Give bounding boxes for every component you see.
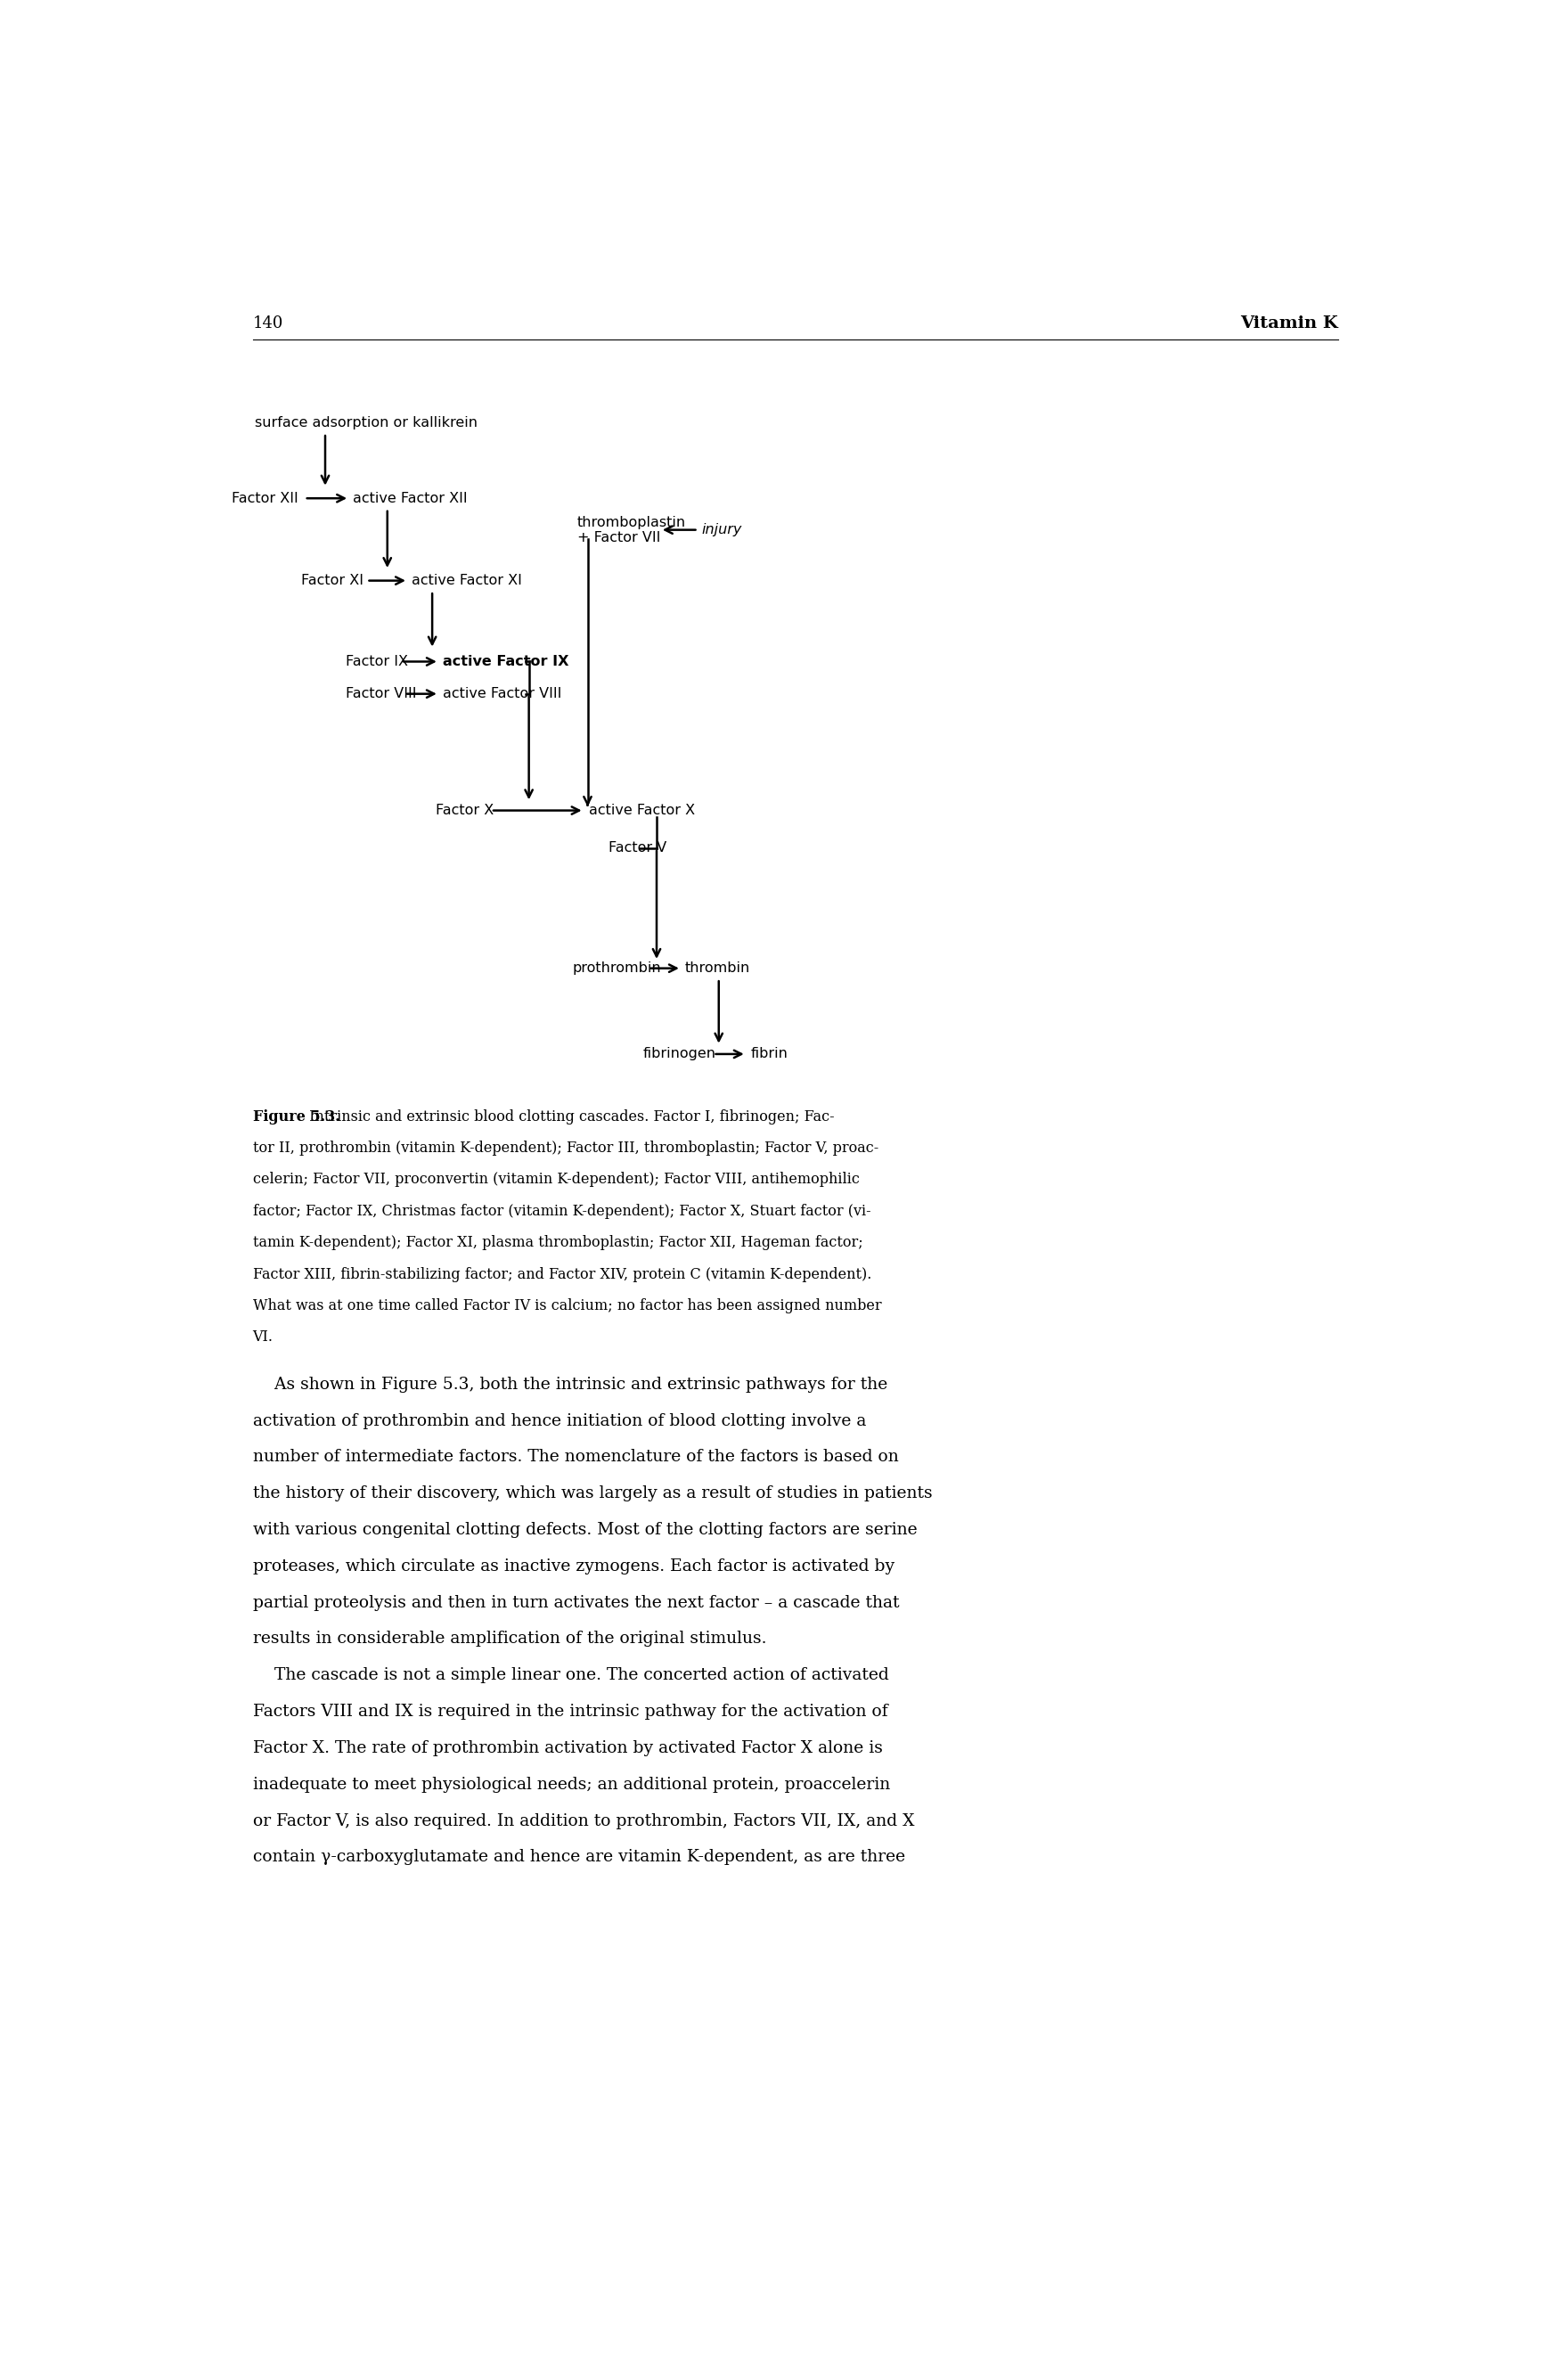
Text: inadequate to meet physiological needs; an additional protein, proaccelerin: inadequate to meet physiological needs; …	[253, 1775, 889, 1792]
Text: As shown in Figure 5.3, both the intrinsic and extrinsic pathways for the: As shown in Figure 5.3, both the intrins…	[253, 1376, 888, 1392]
Text: with various congenital clotting defects. Most of the clotting factors are serin: with various congenital clotting defects…	[253, 1521, 917, 1537]
Text: partial proteolysis and then in turn activates the next factor – a cascade that: partial proteolysis and then in turn act…	[253, 1595, 899, 1611]
Text: Factors VIII and IX is required in the intrinsic pathway for the activation of: Factors VIII and IX is required in the i…	[253, 1704, 888, 1721]
Text: fibrin: fibrin	[751, 1047, 788, 1061]
Text: contain γ-carboxyglutamate and hence are vitamin K-dependent, as are three: contain γ-carboxyglutamate and hence are…	[253, 1849, 905, 1866]
Text: number of intermediate factors. The nomenclature of the factors is based on: number of intermediate factors. The nome…	[253, 1449, 899, 1466]
Text: Factor X: Factor X	[436, 804, 494, 816]
Text: active Factor X: active Factor X	[588, 804, 695, 816]
Text: The cascade is not a simple linear one. The concerted action of activated: The cascade is not a simple linear one. …	[253, 1668, 889, 1683]
Text: or Factor V, is also required. In addition to prothrombin, Factors VII, IX, and : or Factor V, is also required. In additi…	[253, 1814, 914, 1828]
Text: activation of prothrombin and hence initiation of blood clotting involve a: activation of prothrombin and hence init…	[253, 1414, 866, 1428]
Text: Factor XII: Factor XII	[231, 493, 298, 505]
Text: Factor X. The rate of prothrombin activation by activated Factor X alone is: Factor X. The rate of prothrombin activa…	[253, 1740, 883, 1756]
Text: active Factor IX: active Factor IX	[442, 655, 568, 669]
Text: thrombin: thrombin	[684, 962, 750, 976]
Text: Factor XIII, fibrin-stabilizing factor; and Factor XIV, protein C (vitamin K-dep: Factor XIII, fibrin-stabilizing factor; …	[253, 1266, 871, 1283]
Text: thromboplastin: thromboplastin	[577, 516, 686, 528]
Text: Intrinsic and extrinsic blood clotting cascades. Factor I, fibrinogen; Fac-: Intrinsic and extrinsic blood clotting c…	[304, 1109, 833, 1123]
Text: Figure 5.3.: Figure 5.3.	[253, 1109, 340, 1123]
Text: active Factor VIII: active Factor VIII	[442, 688, 562, 700]
Text: fibrinogen: fibrinogen	[643, 1047, 715, 1061]
Text: Vitamin K: Vitamin K	[1240, 314, 1338, 331]
Text: proteases, which circulate as inactive zymogens. Each factor is activated by: proteases, which circulate as inactive z…	[253, 1559, 894, 1576]
Text: Factor XI: Factor XI	[301, 574, 363, 588]
Text: prothrombin: prothrombin	[573, 962, 661, 976]
Text: surface adsorption or kallikrein: surface adsorption or kallikrein	[255, 416, 478, 428]
Text: celerin; Factor VII, proconvertin (vitamin K-dependent); Factor VIII, antihemoph: celerin; Factor VII, proconvertin (vitam…	[253, 1171, 860, 1188]
Text: VI.: VI.	[253, 1330, 273, 1345]
Text: active Factor XII: active Factor XII	[352, 493, 467, 505]
Text: the history of their discovery, which was largely as a result of studies in pati: the history of their discovery, which wa…	[253, 1485, 933, 1502]
Text: factor; Factor IX, Christmas factor (vitamin K-dependent); Factor X, Stuart fact: factor; Factor IX, Christmas factor (vit…	[253, 1204, 871, 1219]
Text: 140: 140	[253, 314, 284, 331]
Text: results in considerable amplification of the original stimulus.: results in considerable amplification of…	[253, 1630, 767, 1647]
Text: + Factor VII: + Factor VII	[577, 531, 661, 545]
Text: tor II, prothrombin (vitamin K-dependent); Factor III, thromboplastin; Factor V,: tor II, prothrombin (vitamin K-dependent…	[253, 1140, 878, 1157]
Text: active Factor XI: active Factor XI	[411, 574, 521, 588]
Text: Factor VIII: Factor VIII	[346, 688, 417, 700]
Text: tamin K-dependent); Factor XI, plasma thromboplastin; Factor XII, Hageman factor: tamin K-dependent); Factor XI, plasma th…	[253, 1235, 863, 1250]
Text: injury: injury	[702, 524, 742, 536]
Text: What was at one time called Factor IV is calcium; no factor has been assigned nu: What was at one time called Factor IV is…	[253, 1299, 882, 1314]
Text: Factor V: Factor V	[608, 843, 666, 854]
Text: Factor IX: Factor IX	[346, 655, 408, 669]
